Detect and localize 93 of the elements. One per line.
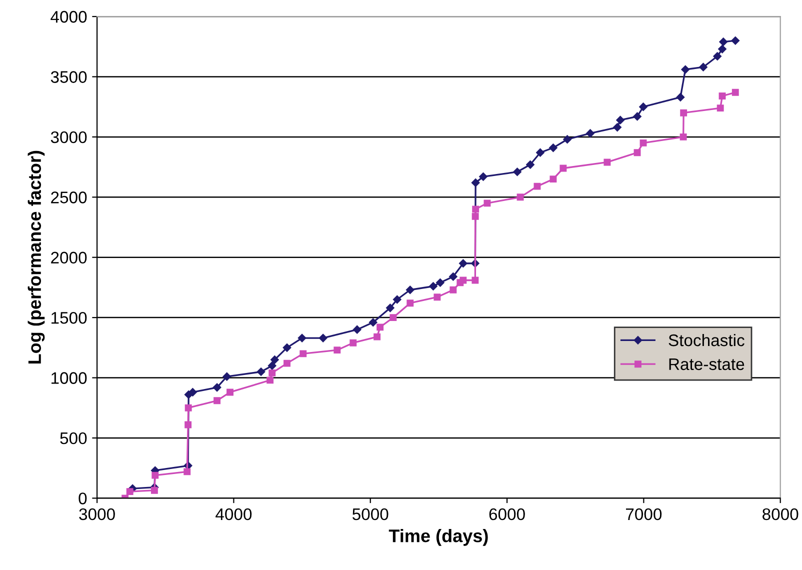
point <box>560 164 567 172</box>
y-axis-title: Log (performance factor) <box>28 150 45 364</box>
x-tick-label: 7000 <box>626 508 662 520</box>
point <box>513 168 522 176</box>
legend-label: Stochastic <box>668 334 744 346</box>
y-tick-label: 500 <box>60 432 87 444</box>
point <box>634 149 641 156</box>
point <box>719 38 728 46</box>
point <box>563 135 572 144</box>
point <box>549 144 558 152</box>
x-tick-label: 5000 <box>352 508 388 520</box>
point <box>152 472 159 479</box>
legend-label: Rate-state <box>669 358 744 370</box>
x-axis-title: Time (days) <box>388 528 488 546</box>
x-tick-label: 8000 <box>762 508 798 520</box>
point <box>536 148 544 157</box>
point <box>212 383 222 392</box>
point <box>268 362 276 370</box>
point <box>472 212 479 220</box>
y-tick-label: 3500 <box>50 71 87 83</box>
point <box>429 282 438 290</box>
point <box>298 334 306 342</box>
point <box>731 36 740 45</box>
point <box>406 300 414 307</box>
point <box>640 139 647 146</box>
y-tick-label: 0 <box>78 492 87 504</box>
y-tick-label: 2000 <box>51 252 87 264</box>
point <box>374 333 381 340</box>
point <box>681 65 690 74</box>
point <box>188 388 197 396</box>
point <box>300 350 307 358</box>
point <box>516 194 524 201</box>
point <box>680 133 687 140</box>
point <box>184 404 192 412</box>
point <box>284 360 290 367</box>
point <box>368 318 378 327</box>
point <box>450 286 457 294</box>
point <box>352 325 362 334</box>
point <box>472 276 479 284</box>
point <box>732 88 739 96</box>
point <box>699 62 708 72</box>
point <box>434 294 441 301</box>
x-tick-label: 3000 <box>79 508 115 520</box>
point <box>184 421 192 428</box>
point <box>633 112 642 121</box>
point <box>350 339 357 346</box>
point <box>534 182 541 190</box>
point <box>266 376 274 384</box>
point <box>472 206 480 213</box>
y-tick-label: 1000 <box>52 372 87 384</box>
point <box>270 356 279 364</box>
point <box>613 123 622 132</box>
point <box>150 486 158 494</box>
point <box>268 369 276 376</box>
point <box>282 344 292 352</box>
point <box>436 278 444 287</box>
y-tick-label: 2500 <box>51 192 87 204</box>
point <box>184 468 191 476</box>
point <box>226 388 234 396</box>
x-tick-label: 6000 <box>489 508 525 520</box>
point <box>471 178 480 187</box>
x-tick-label: 4000 <box>216 508 252 520</box>
y-tick-label: 4000 <box>50 10 87 23</box>
point <box>639 102 648 111</box>
point <box>680 109 688 116</box>
point <box>214 397 221 404</box>
point <box>256 368 266 376</box>
point <box>460 276 467 284</box>
point <box>716 104 724 112</box>
point <box>676 93 685 102</box>
point <box>604 158 611 166</box>
point <box>126 488 134 496</box>
point <box>713 52 722 60</box>
point <box>479 172 488 181</box>
point <box>318 334 328 342</box>
point <box>222 372 231 381</box>
point <box>459 259 468 268</box>
point <box>484 200 491 207</box>
y-tick-label: 3000 <box>50 131 87 144</box>
y-tick-label: 1500 <box>52 312 87 324</box>
point <box>449 272 458 281</box>
point <box>390 314 397 322</box>
point <box>616 116 624 124</box>
point <box>526 160 534 169</box>
point <box>718 44 726 54</box>
point <box>386 304 394 312</box>
point <box>718 92 726 100</box>
point <box>550 176 557 183</box>
point <box>334 346 341 354</box>
point <box>376 324 384 331</box>
point <box>586 129 594 138</box>
point <box>406 286 414 294</box>
point <box>393 295 402 304</box>
